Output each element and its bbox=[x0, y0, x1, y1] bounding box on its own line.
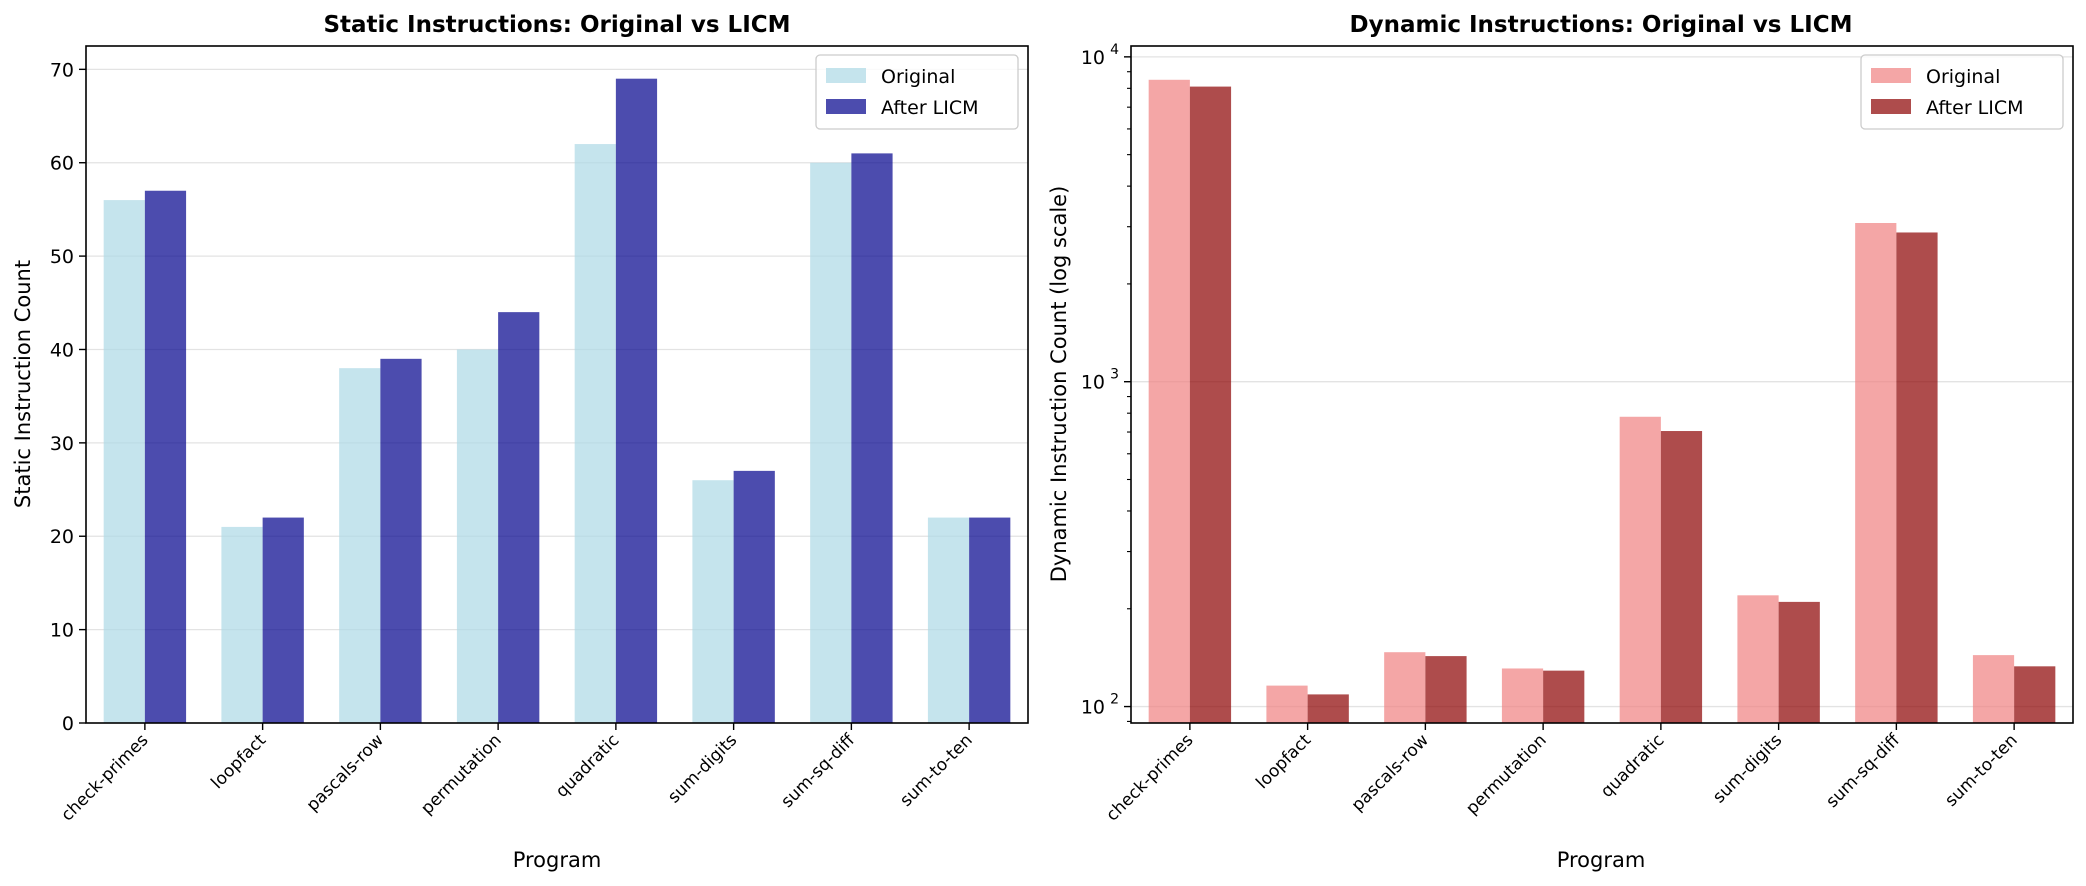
y-tick-label: 10 bbox=[50, 620, 74, 642]
legend-box bbox=[815, 54, 1019, 130]
x-tick-label: sum-digits bbox=[1709, 730, 1786, 807]
y-tick-label: 10 bbox=[1081, 47, 1105, 69]
legend-label: After LICM bbox=[881, 97, 979, 119]
bar-check-primes bbox=[1189, 86, 1232, 724]
legend: Original After LICM bbox=[1860, 54, 2064, 130]
y-tick-label: 0 bbox=[62, 713, 74, 735]
x-tick-label: sum-digits bbox=[664, 730, 741, 807]
y-tick-label: 50 bbox=[50, 246, 74, 268]
bar-permutation bbox=[456, 349, 499, 723]
x-tick-label: pascals-row bbox=[1348, 730, 1433, 815]
series-after-licm bbox=[144, 78, 1011, 724]
bar-pascals-row bbox=[339, 368, 381, 723]
y-axis-label: Static Instruction Count bbox=[11, 260, 35, 508]
legend-swatch bbox=[1871, 99, 1911, 114]
x-tick-label: pascals-row bbox=[303, 730, 388, 815]
y-tick-label: 70 bbox=[50, 59, 74, 81]
bar-permutation bbox=[1543, 670, 1585, 723]
x-tick-label: quadratic bbox=[1597, 730, 1668, 801]
bar-loopfact bbox=[1307, 694, 1349, 723]
legend-swatch bbox=[1871, 68, 1911, 83]
bar-sum-digits bbox=[1778, 601, 1820, 723]
legend-box bbox=[1860, 54, 2064, 130]
y-ticks: 10 2 10 3 10 4 bbox=[1081, 42, 1131, 719]
x-tick-label: check-primes bbox=[1102, 730, 1197, 825]
legend-swatch bbox=[826, 68, 866, 83]
legend-label: Original bbox=[1926, 66, 2000, 88]
bar-sum-sq-diff bbox=[810, 162, 852, 724]
bar-pascals-row bbox=[380, 358, 422, 723]
x-tick-label: quadratic bbox=[552, 730, 623, 801]
x-tick-label: loopfact bbox=[1252, 730, 1315, 793]
y-tick-exponent: 4 bbox=[1110, 42, 1119, 58]
bar-pascals-row bbox=[1425, 656, 1467, 723]
chart-title: Static Instructions: Original vs LICM bbox=[323, 12, 790, 38]
bar-sum-sq-diff bbox=[1896, 232, 1938, 724]
x-axis-label: Program bbox=[1557, 848, 1646, 872]
x-axis-label: Program bbox=[513, 848, 602, 872]
bar-sum-digits bbox=[1737, 595, 1779, 723]
bar-sum-digits bbox=[733, 470, 775, 723]
series-after-licm bbox=[1189, 86, 2056, 724]
x-tick-label: sum-to-ten bbox=[1941, 730, 2021, 810]
bar-check-primes bbox=[144, 190, 187, 724]
y-tick-label: 20 bbox=[50, 526, 74, 548]
bar-sum-to-ten bbox=[1972, 655, 2015, 723]
bar-permutation bbox=[498, 312, 540, 723]
bar-pascals-row bbox=[1384, 652, 1426, 723]
plot-frame bbox=[1130, 45, 2074, 724]
y-tick-label: 40 bbox=[50, 339, 74, 361]
x-tick-label: loopfact bbox=[207, 730, 270, 793]
bar-permutation bbox=[1501, 668, 1544, 723]
plot-frame bbox=[85, 45, 1029, 724]
bar-sum-to-ten bbox=[927, 517, 970, 723]
y-tick-label: 30 bbox=[50, 433, 74, 455]
y-tick-exponent: 2 bbox=[1110, 692, 1119, 708]
legend-label: After LICM bbox=[1926, 97, 2024, 119]
x-tick-label: permutation bbox=[417, 730, 505, 818]
bar-sum-to-ten bbox=[969, 517, 1011, 723]
bar-quadratic bbox=[1619, 416, 1661, 723]
bar-loopfact bbox=[221, 526, 263, 723]
bar-sum-sq-diff bbox=[1855, 223, 1897, 723]
series-original bbox=[1148, 79, 2015, 723]
y-tick-label: 10 bbox=[1081, 697, 1105, 719]
y-tick-exponent: 3 bbox=[1110, 367, 1119, 383]
series-original bbox=[103, 144, 970, 724]
x-tick-label: sum-sq-diff bbox=[777, 729, 859, 811]
static-instructions-chart: Static Instructions: Original vs LICM St… bbox=[11, 12, 1029, 872]
legend-label: Original bbox=[881, 66, 955, 88]
y-tick-label: 10 bbox=[1081, 372, 1105, 394]
legend-swatch bbox=[826, 99, 866, 114]
x-ticks: check-primes loopfact pascals-row permutati… bbox=[57, 723, 977, 825]
bar-quadratic bbox=[1660, 431, 1703, 723]
x-tick-label: sum-to-ten bbox=[896, 730, 976, 810]
legend: Original After LICM bbox=[815, 54, 1019, 130]
y-ticks: 0 10 20 30 40 50 60 70 bbox=[50, 59, 86, 735]
bar-check-primes bbox=[1148, 79, 1190, 723]
y-axis-label: Dynamic Instruction Count (log scale) bbox=[1047, 186, 1071, 583]
bar-quadratic bbox=[574, 144, 616, 723]
bar-loopfact bbox=[1266, 685, 1308, 723]
x-ticks: check-primes loopfact pascals-row permutati… bbox=[1102, 723, 2022, 825]
x-tick-label: check-primes bbox=[57, 730, 152, 825]
bar-quadratic bbox=[615, 78, 658, 724]
bar-loopfact bbox=[262, 517, 304, 723]
bar-sum-digits bbox=[692, 480, 734, 723]
x-tick-label: sum-sq-diff bbox=[1822, 729, 1904, 811]
bar-sum-to-ten bbox=[2014, 666, 2056, 723]
dynamic-instructions-chart: Dynamic Instructions: Original vs LICM D… bbox=[1047, 12, 2074, 872]
y-minor-ticks bbox=[1127, 71, 1131, 722]
bar-sum-sq-diff bbox=[851, 153, 893, 723]
chart-title: Dynamic Instructions: Original vs LICM bbox=[1350, 12, 1853, 38]
y-tick-label: 60 bbox=[50, 153, 74, 175]
bar-check-primes bbox=[103, 200, 145, 723]
x-tick-label: permutation bbox=[1462, 730, 1550, 818]
